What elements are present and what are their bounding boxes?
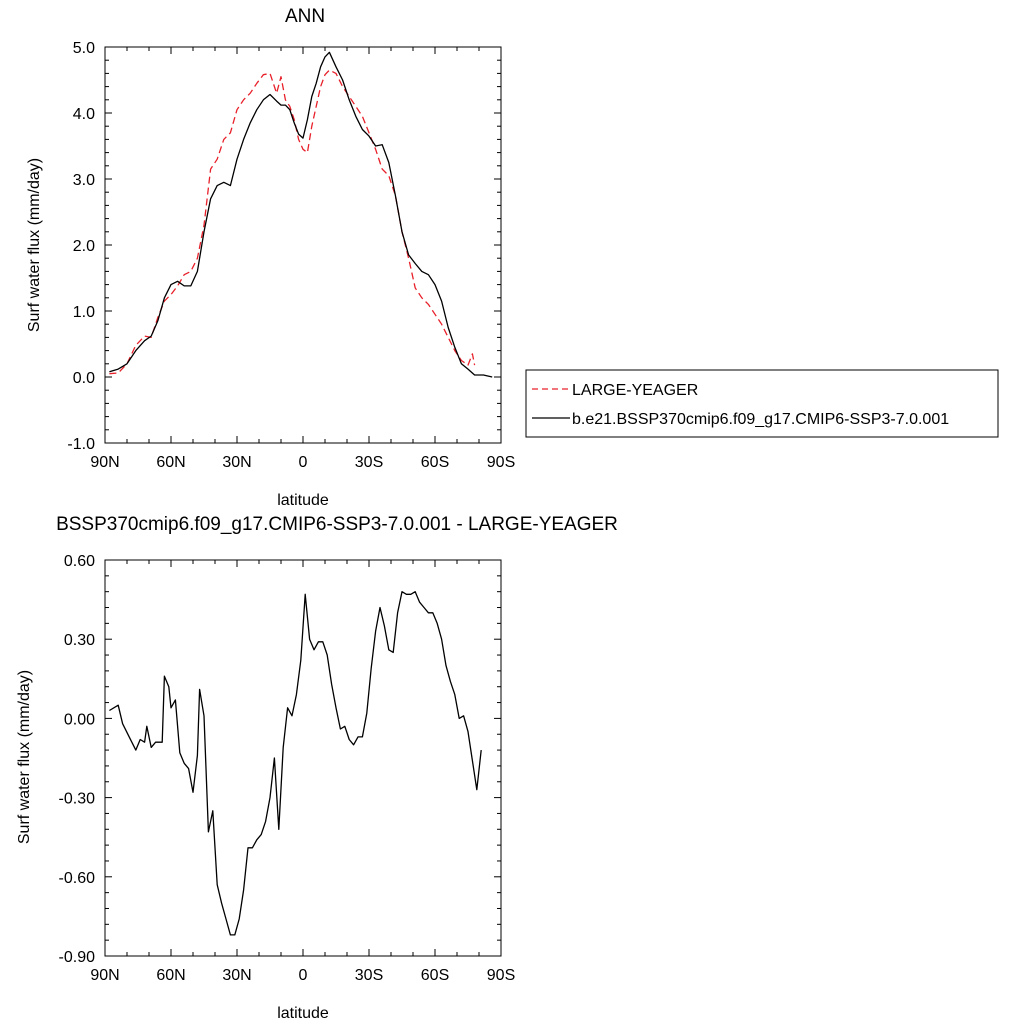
y-tick-label: 5.0 <box>73 40 95 57</box>
top-y-ticks: 5.0 4.0 3.0 2.0 1.0 0.0 -1.0 <box>67 40 501 453</box>
y-tick-label: -0.90 <box>59 949 96 966</box>
y-tick-label: 0.00 <box>64 711 95 728</box>
top-y-axis-label: Surf water flux (mm/day) <box>26 158 43 332</box>
top-plot-frame <box>104 46 502 444</box>
top-x-axis-label: latitude <box>277 492 329 509</box>
y-tick-label: -0.60 <box>59 870 96 887</box>
y-tick-label: 1.0 <box>73 304 95 321</box>
legend-box <box>525 369 999 438</box>
x-tick-label: 30S <box>355 454 383 471</box>
x-tick-label: 90S <box>487 454 515 471</box>
top-series-group <box>109 51 493 378</box>
bottom-series-group <box>109 591 482 936</box>
legend-label-bssp370: b.e21.BSSP370cmip6.f09_g17.CMIP6-SSP3-7.… <box>572 411 949 428</box>
series-line-1-0 <box>109 591 482 936</box>
x-tick-label: 60S <box>421 967 449 984</box>
x-tick-label: 60N <box>156 454 185 471</box>
x-tick-label: 30N <box>222 967 251 984</box>
legend: LARGE-YEAGER b.e21.BSSP370cmip6.f09_g17.… <box>525 369 999 438</box>
x-tick-label: 90N <box>90 967 119 984</box>
y-tick-label: -0.30 <box>59 791 96 808</box>
x-tick-label: 30N <box>222 454 251 471</box>
bottom-x-axis-label: latitude <box>277 1005 329 1022</box>
series-line-0-1 <box>109 51 493 378</box>
y-tick-label: 4.0 <box>73 106 95 123</box>
top-chart-title: ANN <box>285 6 325 27</box>
series-line-0-0 <box>109 69 476 375</box>
y-tick-label: 0.60 <box>64 553 95 570</box>
y-tick-label: 0.0 <box>73 370 95 387</box>
x-tick-label: 0 <box>299 967 308 984</box>
top-panel: ANN 90N 60N 30N 0 30S 60S 90S 5.0 4.0 3.0 2.0 1.0 0… <box>26 6 515 509</box>
bottom-panel: BSSP370cmip6.f09_g17.CMIP6-SSP3-7.0.001 … <box>16 514 618 1022</box>
bottom-chart-title: BSSP370cmip6.f09_g17.CMIP6-SSP3-7.0.001 … <box>56 514 618 535</box>
bottom-y-axis-label: Surf water flux (mm/day) <box>16 670 33 844</box>
x-tick-label: 30S <box>355 967 383 984</box>
top-x-ticks: 90N 60N 30N 0 30S 60S 90S <box>90 47 515 471</box>
x-tick-label: 90S <box>487 967 515 984</box>
bottom-y-ticks: 0.60 0.30 0.00 -0.30 -0.60 -0.90 <box>59 553 501 966</box>
y-tick-label: 0.30 <box>64 632 95 649</box>
bottom-x-ticks: 90N 60N 30N 0 30S 60S 90S <box>90 560 515 984</box>
y-tick-label: 2.0 <box>73 238 95 255</box>
legend-label-large-yeager: LARGE-YEAGER <box>572 382 698 399</box>
x-tick-label: 60N <box>156 967 185 984</box>
y-tick-label: 3.0 <box>73 172 95 189</box>
x-tick-label: 90N <box>90 454 119 471</box>
x-tick-label: 0 <box>299 454 308 471</box>
x-tick-label: 60S <box>421 454 449 471</box>
y-tick-label: -1.0 <box>67 436 95 453</box>
